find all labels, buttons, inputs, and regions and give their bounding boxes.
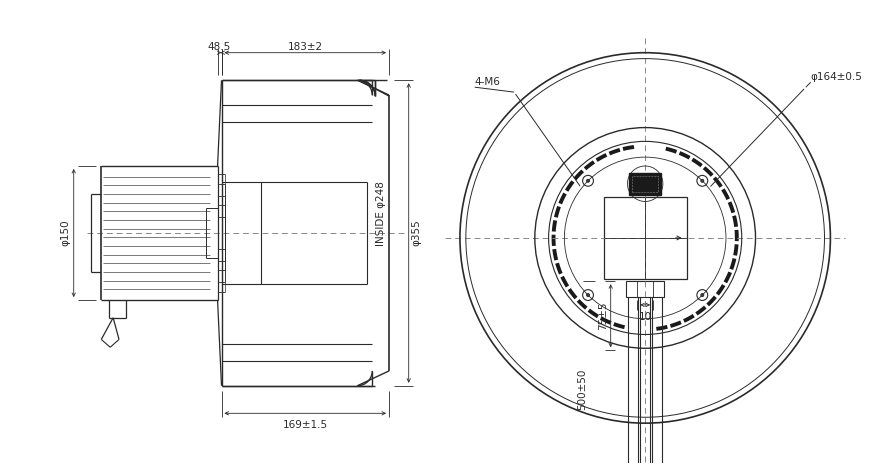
Circle shape: [701, 294, 704, 296]
Text: 169±1.5: 169±1.5: [283, 420, 328, 430]
Text: 500±50: 500±50: [578, 369, 587, 410]
Text: 183±2: 183±2: [288, 42, 323, 52]
Bar: [604, 197, 687, 279]
Text: 10: 10: [639, 312, 652, 322]
Bar: [626, 281, 664, 297]
Circle shape: [701, 179, 704, 182]
Text: φ355: φ355: [411, 219, 422, 247]
Text: 75±5: 75±5: [598, 302, 608, 330]
Bar: [629, 173, 661, 195]
Circle shape: [586, 294, 590, 296]
Text: φ164±0.5: φ164±0.5: [811, 72, 863, 82]
Text: 4-M6: 4-M6: [475, 77, 500, 87]
Bar: [633, 176, 658, 192]
Text: φ150: φ150: [61, 219, 71, 247]
Circle shape: [586, 179, 590, 182]
Text: 48.5: 48.5: [208, 42, 231, 52]
Text: INSIDE φ248: INSIDE φ248: [376, 181, 386, 246]
